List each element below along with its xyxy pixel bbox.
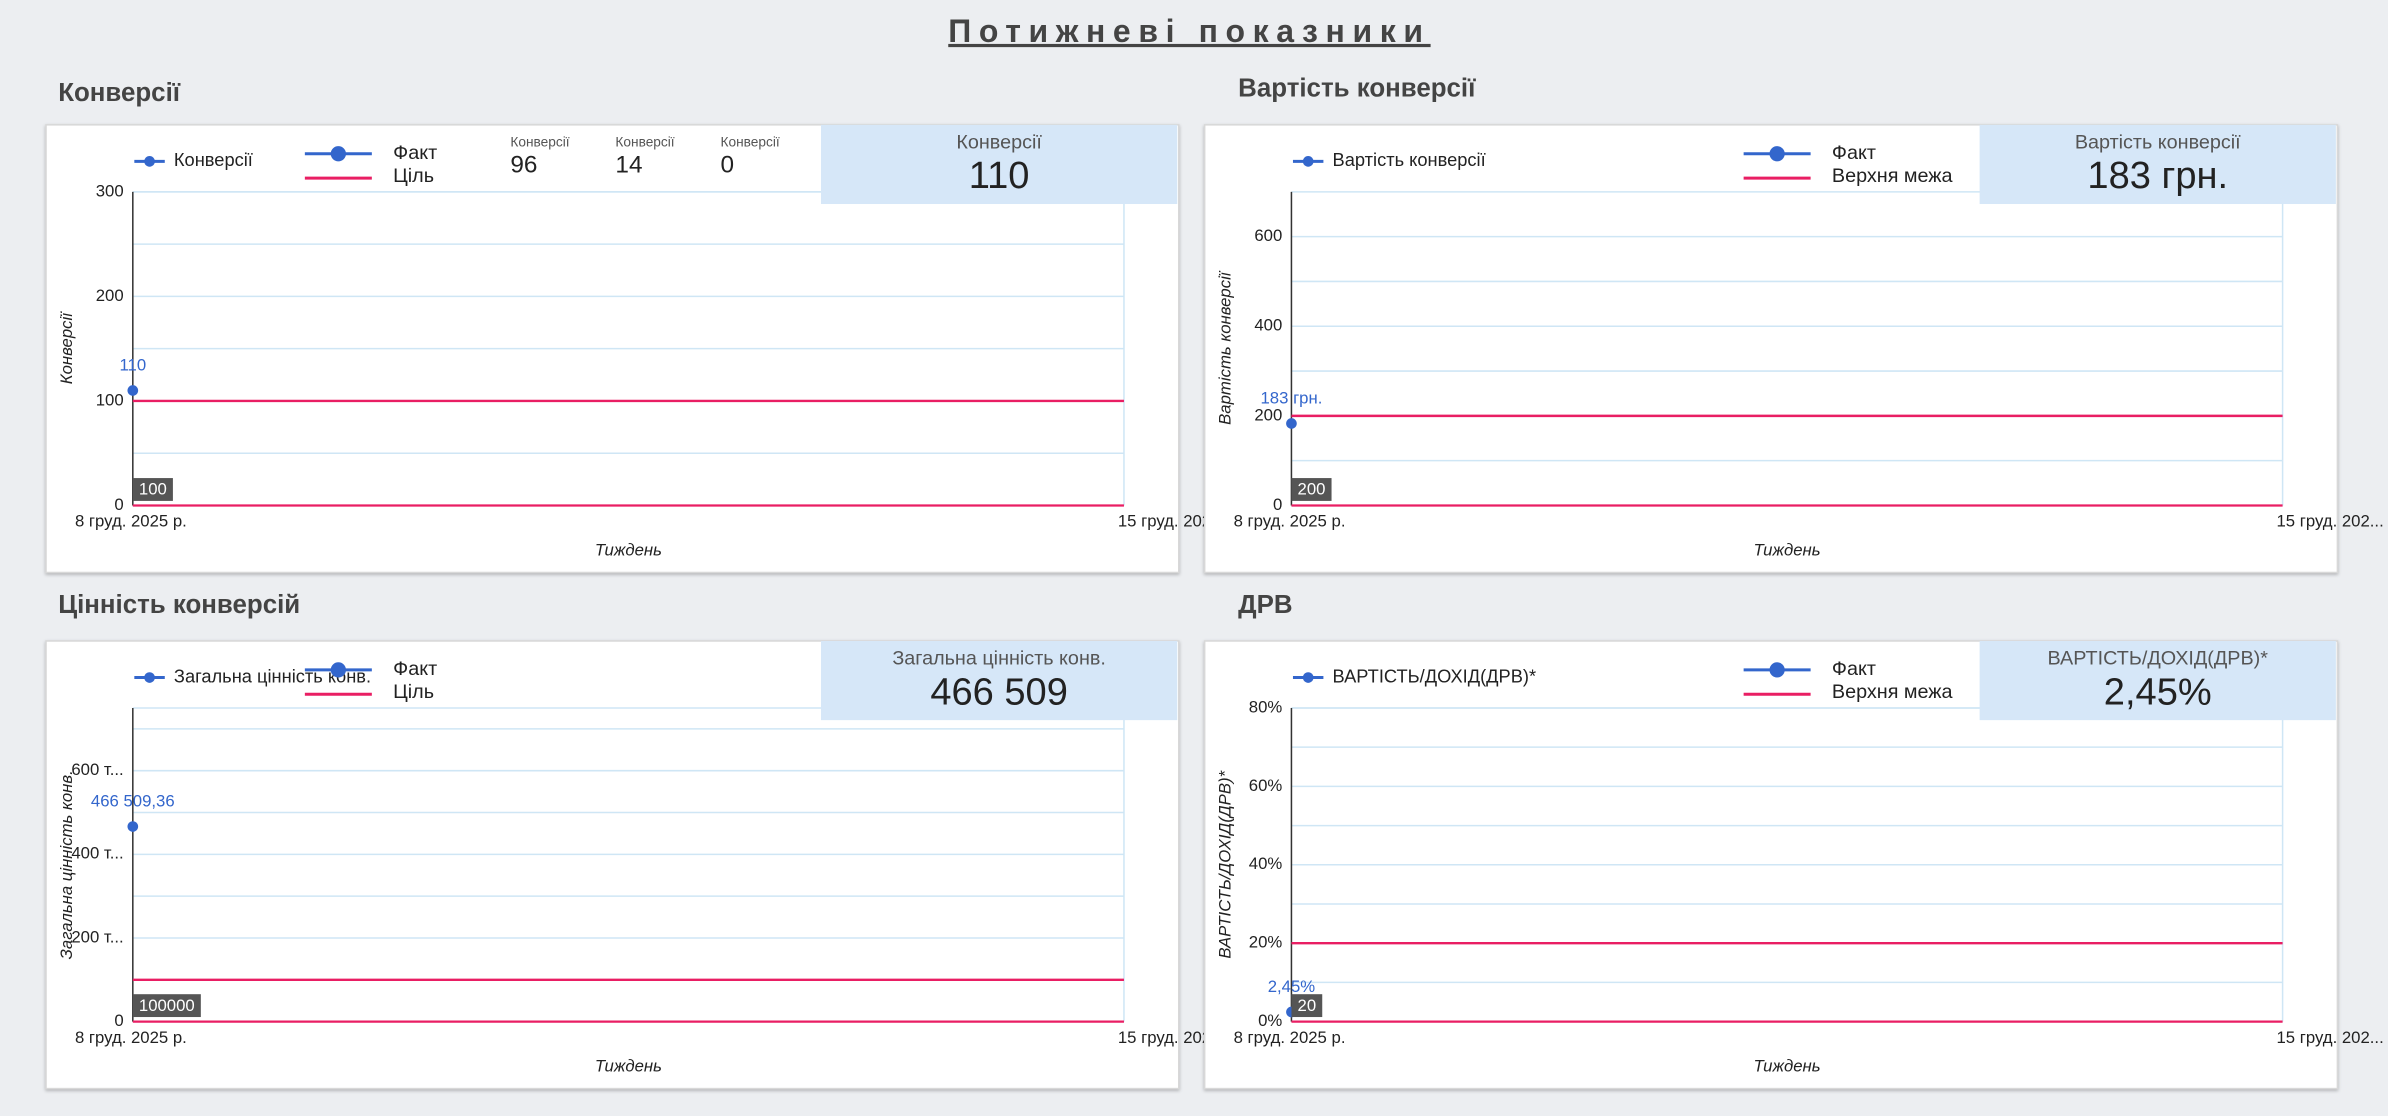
y-tick-label: 200	[1254, 405, 1282, 424]
page-title: Потижневі показники	[948, 13, 1430, 49]
legend-label: Вартість конверсії	[1333, 149, 1486, 170]
data-point	[127, 821, 139, 832]
reference-value-label: 200	[1298, 480, 1326, 499]
data-label: 183 грн.	[1261, 389, 1323, 408]
x-tick-label: 15 груд. 202...	[2277, 1028, 2384, 1047]
legend-dot	[1769, 146, 1785, 162]
scorecard	[1979, 124, 2336, 205]
x-axis-title: Тиждень	[595, 541, 662, 560]
y-tick-label: 200	[96, 286, 124, 305]
scorecard-label: Вартість конверсії	[2075, 131, 2241, 153]
section-title: Цінність конверсій	[58, 591, 300, 619]
reference-value-box	[1291, 994, 1323, 1018]
scorecard-value: 2,45%	[2104, 671, 2212, 713]
scorecard-value: 466 509	[930, 671, 1068, 713]
legend-label: Конверсії	[174, 149, 253, 170]
legend-label: Ціль	[393, 165, 434, 187]
section-title: ДРВ	[1238, 591, 1292, 619]
reference-value-label: 100000	[139, 996, 195, 1015]
legend-label: Факт	[1832, 142, 1876, 164]
y-tick-label: 100	[96, 390, 124, 409]
reference-value-box	[132, 478, 173, 501]
y-tick-label: 0	[114, 1011, 123, 1030]
reference-value-box	[1291, 478, 1332, 501]
legend-label: Верхня межа	[1832, 681, 1953, 703]
legend-label: Факт	[1832, 658, 1876, 680]
y-tick-label: 0	[1273, 495, 1282, 514]
x-tick-label: 8 груд. 2025 р.	[1234, 1028, 1346, 1047]
legend-dot	[1302, 672, 1314, 683]
reference-value-label: 100	[139, 480, 167, 499]
chart-panel: 0 200 т... 400 т... 600 т... 8 груд. 2025 р.…	[45, 640, 1225, 1090]
legend-label: ВАРТІСТЬ/ДОХІД(ДРВ)*	[1333, 665, 1537, 686]
x-tick-label: 15 груд. 202...	[1118, 1028, 1225, 1047]
legend-dot	[1302, 156, 1314, 167]
x-tick-label: 8 груд. 2025 р.	[1234, 512, 1346, 531]
y-tick-label: 0%	[1258, 1011, 1282, 1030]
data-label: 110	[119, 356, 146, 375]
stat-value: 96	[510, 151, 537, 178]
y-tick-label: 400	[1254, 316, 1282, 335]
y-tick-label: 600	[1254, 226, 1282, 245]
y-tick-label: 300	[96, 181, 124, 200]
y-axis-title: Конверсії	[57, 311, 76, 384]
stat-label: Конверсії	[615, 135, 674, 150]
legend-dot	[330, 146, 346, 162]
legend-dot	[144, 156, 155, 167]
y-axis-title: ВАРТІСТЬ/ДОХІД(ДРВ)*	[1215, 770, 1234, 958]
legend-label: Ціль	[393, 681, 434, 703]
x-tick-label: 15 груд. 202...	[2277, 512, 2384, 531]
scorecard	[820, 640, 1178, 721]
legend-label: Факт	[393, 142, 437, 164]
legend-dot	[1769, 662, 1785, 678]
chart-panel: 0 200 400 600 8 груд. 2025 р. 15 груд. 202...…	[1203, 124, 2384, 574]
y-tick-label: 600 т...	[71, 760, 123, 779]
scorecard-value: 110	[969, 155, 1030, 197]
x-tick-label: 8 груд. 2025 р.	[75, 1028, 187, 1047]
y-tick-label: 0	[114, 495, 123, 514]
legend-label: Факт	[393, 658, 437, 680]
chart-panel: 0% 20% 40% 60% 80% 8 груд. 2025 р. 15 груд. 20…	[1203, 640, 2384, 1090]
scorecard	[820, 124, 1178, 205]
x-axis-title: Тиждень	[1753, 1057, 1820, 1076]
y-tick-label: 200 т...	[71, 927, 123, 946]
scorecard-label: Конверсії	[956, 131, 1042, 153]
reference-value-box	[132, 994, 201, 1018]
x-axis-title: Тиждень	[595, 1057, 662, 1076]
y-tick-label: 80%	[1249, 697, 1283, 716]
data-point	[127, 385, 139, 396]
chart-panel: 0 100 200 300 8 груд. 2025 р. 15 груд. 202...…	[45, 124, 1225, 574]
y-axis-title: Вартість конверсії	[1215, 270, 1234, 425]
y-axis-title: Загальна цінність конв.	[57, 770, 76, 959]
data-label: 2,45%	[1268, 977, 1316, 996]
stat-value: 0	[720, 151, 734, 178]
section-title: Вартість конверсії	[1238, 75, 1476, 103]
stat-label: Конверсії	[720, 135, 779, 150]
scorecard-label: Загальна цінність конв.	[892, 647, 1106, 669]
legend-dot	[144, 672, 155, 683]
x-tick-label: 8 груд. 2025 р.	[75, 512, 187, 531]
y-tick-label: 60%	[1249, 776, 1283, 795]
x-tick-label: 15 груд. 202...	[1118, 512, 1225, 531]
scorecard-label: ВАРТІСТЬ/ДОХІД(ДРВ)*	[2048, 647, 2269, 669]
stat-value: 14	[615, 151, 642, 178]
scorecard	[1979, 640, 2336, 721]
y-tick-label: 40%	[1249, 854, 1283, 873]
data-point	[1286, 418, 1297, 429]
legend-label: Верхня межа	[1832, 165, 1953, 187]
scorecard-value: 183 грн.	[2087, 155, 2228, 197]
x-axis-title: Тиждень	[1753, 541, 1820, 560]
y-tick-label: 20%	[1249, 933, 1283, 952]
y-tick-label: 400 т...	[71, 844, 123, 863]
stat-label: Конверсії	[510, 135, 569, 150]
legend-dot	[330, 662, 346, 678]
data-label: 466 509,36	[91, 792, 175, 811]
reference-value-label: 20	[1298, 996, 1317, 1015]
section-title: Конверсії	[58, 79, 181, 107]
